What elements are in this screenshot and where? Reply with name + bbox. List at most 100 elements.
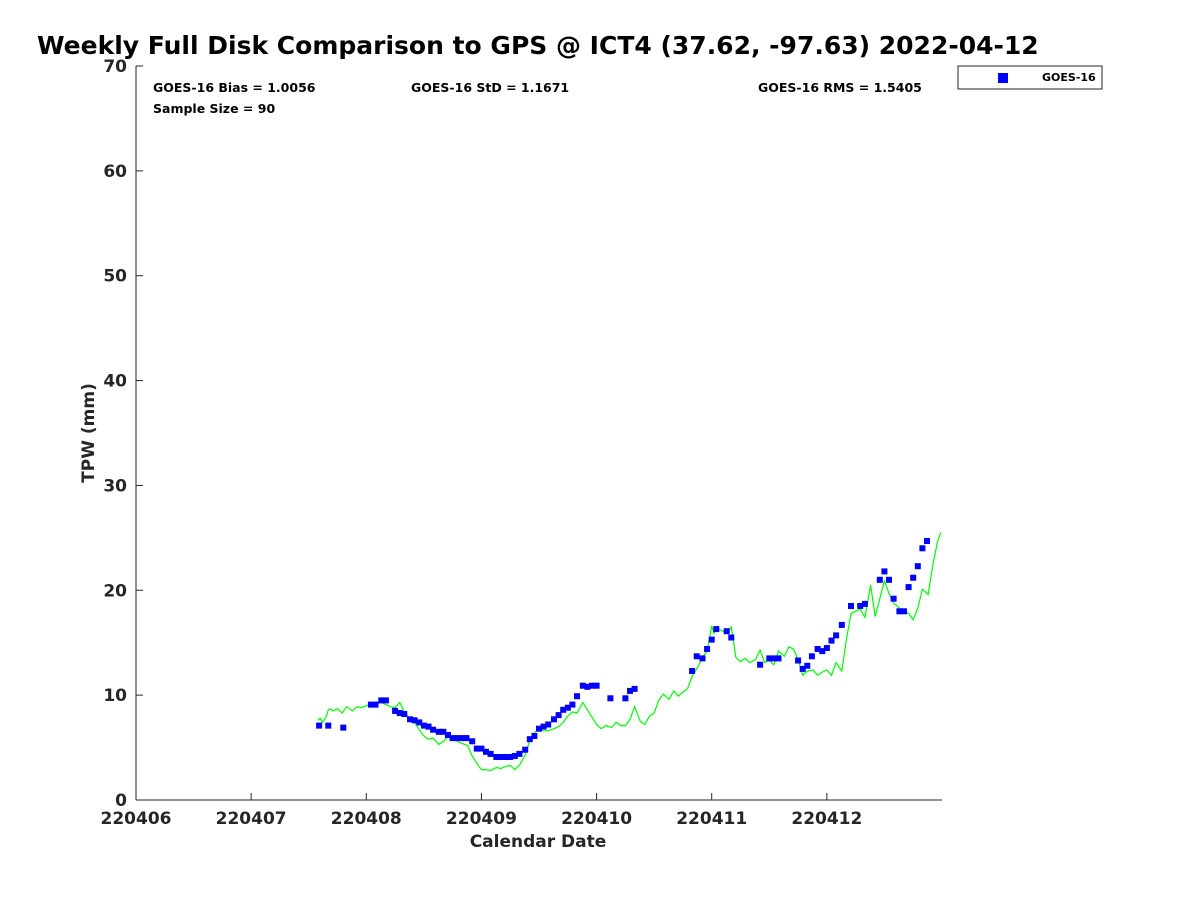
goes-16-point <box>584 683 591 690</box>
goes-16-point <box>699 655 706 662</box>
x-axis-label: Calendar Date <box>470 832 607 852</box>
goes-16-point <box>723 628 730 635</box>
goes-16-point <box>382 697 389 704</box>
goes-16-point <box>407 716 413 723</box>
goes-16-point <box>593 682 600 689</box>
goes-16-point <box>372 701 379 708</box>
goes-16-point <box>401 711 408 717</box>
goes-16-point <box>795 657 802 664</box>
sample-size-stat: Sample Size = 90 <box>153 101 275 116</box>
y-tick-label: 30 <box>103 476 127 496</box>
goes-16-point <box>378 697 385 704</box>
goes-16-point <box>861 600 868 607</box>
goes-16-point <box>901 608 907 615</box>
goes-16-point <box>430 726 437 733</box>
goes-16-point <box>420 722 427 729</box>
goes-16-point <box>473 745 480 752</box>
goes-16-point <box>516 750 523 757</box>
goes-16-point <box>569 701 576 708</box>
goes-16-point <box>440 728 447 735</box>
goes-16-point <box>689 668 696 674</box>
goes-16-point <box>340 724 347 731</box>
goes-16-point <box>469 738 476 745</box>
goes-16-point <box>416 719 423 726</box>
legend-label-goes-16: GOES-16 <box>1042 71 1096 84</box>
goes-16-point <box>478 745 485 752</box>
std-stat: GOES-16 StD = 1.1671 <box>411 80 569 95</box>
goes-16-point <box>775 655 782 662</box>
goes-16-point <box>808 653 815 660</box>
y-ticks: 0 10 20 30 40 50 60 70 <box>103 57 143 811</box>
goes-16-point <box>531 733 538 739</box>
legend-marker <box>998 73 1008 83</box>
goes-16-point <box>551 716 557 723</box>
y-tick-label: 70 <box>103 57 127 77</box>
goes-16-point <box>910 574 917 581</box>
goes-16-point <box>564 704 571 711</box>
y-tick-label: 20 <box>103 581 127 601</box>
goes-16-point <box>449 735 456 742</box>
goes-16-point <box>876 576 883 583</box>
goes-16-point <box>819 648 826 655</box>
goes-16-point <box>526 736 533 743</box>
goes-16-point <box>708 636 715 643</box>
goes-16-point <box>458 735 465 742</box>
x-tick-label: 220407 <box>216 809 287 829</box>
x-tick-label: 220412 <box>791 809 862 829</box>
legend: GOES-16 <box>957 65 1103 90</box>
goes-16-point <box>833 632 840 639</box>
goes-16-point <box>713 626 720 633</box>
goes-16-point <box>502 754 509 760</box>
x-tick-label: 220410 <box>561 809 632 829</box>
goes-16-point <box>728 634 735 641</box>
y-axis-label: TPW (mm) <box>79 383 99 483</box>
y-tick-label: 0 <box>115 791 127 811</box>
legend-box <box>957 65 1103 90</box>
goes-16-point <box>483 748 489 755</box>
goes-16-point <box>766 655 773 662</box>
y-tick-label: 60 <box>103 162 127 182</box>
goes-16-point <box>881 568 888 575</box>
goes-16-point <box>905 584 912 591</box>
plot-area: 0 10 20 30 40 50 60 70 220406 220407 220408 220409… <box>101 57 942 829</box>
x-tick-label: 220411 <box>676 809 747 829</box>
goes-16-point <box>536 725 542 732</box>
goes-16-point <box>693 653 700 660</box>
goes-16-point <box>392 707 399 714</box>
goes-16-point <box>622 695 629 702</box>
goes-16-point <box>848 603 854 609</box>
goes-16-point <box>463 735 470 742</box>
goes-16-point <box>445 732 451 738</box>
goes-16-point <box>316 722 323 729</box>
x-tick-label: 220408 <box>331 809 402 829</box>
goes-16-point <box>704 646 711 652</box>
goes-16-point <box>522 746 529 753</box>
goes-16-point <box>770 655 777 662</box>
goes-16-point <box>627 687 633 694</box>
x-tick-label: 220409 <box>446 809 517 829</box>
goes-16-point <box>919 545 926 552</box>
goes-16-point <box>396 710 403 716</box>
goes-16-point <box>540 723 547 730</box>
goes-16-point <box>799 665 806 672</box>
y-tick-label: 50 <box>103 267 127 287</box>
goes-16-point <box>411 717 418 724</box>
goes-16-point <box>804 662 811 669</box>
goes-16-point <box>325 722 332 729</box>
bias-stat: GOES-16 Bias = 1.0056 <box>153 80 316 95</box>
goes-16-point <box>555 712 562 719</box>
goes-16-point <box>757 661 764 668</box>
goes-16-point <box>607 695 614 702</box>
y-tick-label: 40 <box>103 372 127 392</box>
goes-16-point <box>574 693 580 700</box>
chart-title: Weekly Full Disk Comparison to GPS @ ICT… <box>37 31 1039 60</box>
goes-16-point <box>579 682 586 689</box>
goes-16-point <box>828 637 835 644</box>
goes-16-point <box>507 754 514 760</box>
x-ticks: 220406 220407 220408 220409 220410 220411 2204… <box>101 793 862 829</box>
goes-16-point <box>454 735 461 742</box>
goes-16-point <box>435 728 442 735</box>
goes-16-point <box>814 646 821 652</box>
goes-16-point <box>487 750 494 757</box>
